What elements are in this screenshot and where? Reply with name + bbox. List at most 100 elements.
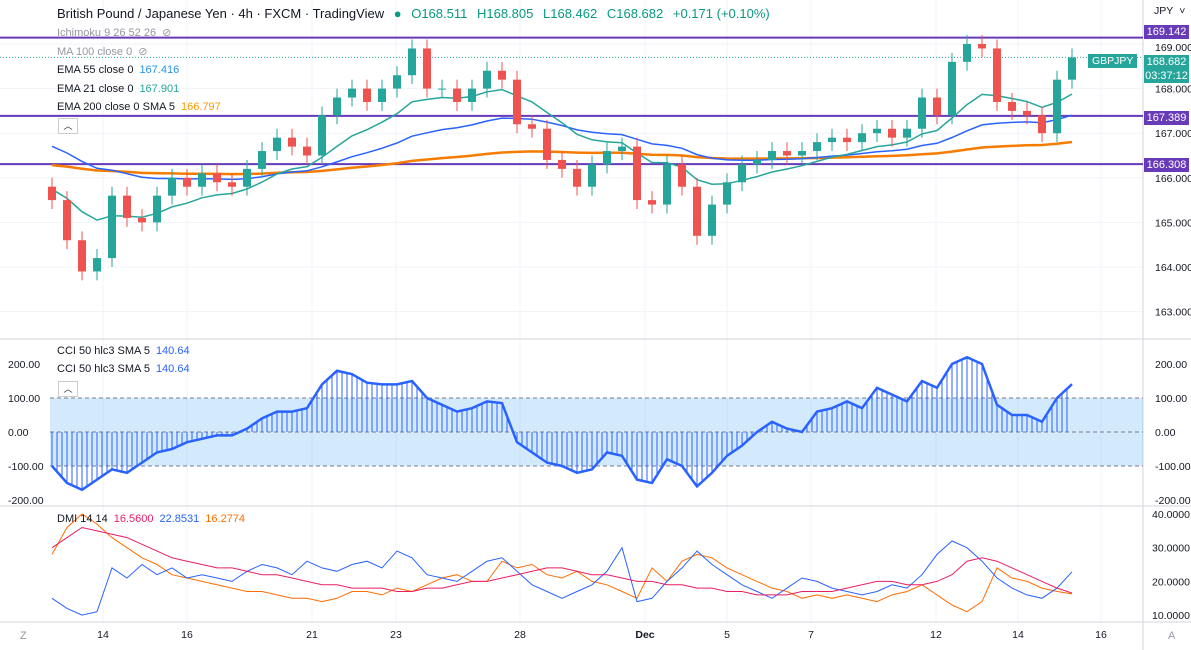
candle-body	[363, 88, 371, 102]
candle-body	[453, 88, 461, 102]
level-tag: 169.142	[1144, 25, 1189, 39]
candle-body	[918, 97, 926, 129]
date-tick: 14	[1012, 629, 1024, 641]
cci-tick-left: 0.00	[8, 427, 29, 439]
candle-body	[138, 217, 146, 223]
date-tick: 5	[724, 629, 730, 641]
legend-value: 22.8531	[159, 513, 200, 525]
date-tick: 23	[390, 629, 402, 641]
legend-label: CCI 50 hlc3 SMA 5	[57, 345, 150, 357]
candle-body	[783, 151, 791, 156]
candle-body	[393, 75, 401, 89]
price-tick: 168.000	[1155, 84, 1191, 96]
legend-cci-1[interactable]: CCI 50 hlc3 SMA 5 140.64	[57, 345, 196, 357]
date-tick: 12	[930, 629, 942, 641]
ohlc-open: O168.511	[411, 6, 468, 21]
price-tick: 163.000	[1155, 307, 1191, 319]
auto-scale-button[interactable]: A	[1168, 630, 1176, 642]
candle-body	[1008, 101, 1016, 111]
candle-body	[963, 44, 971, 62]
legend-ma100[interactable]: MA 100 close 0 ⊘	[57, 45, 153, 58]
date-tick: 7	[808, 629, 814, 641]
legend-value: 167.416	[139, 64, 180, 76]
dmi-tick: 10.0000	[1152, 610, 1190, 622]
ohlc-close: C168.682	[606, 6, 664, 21]
price-tick: 164.000	[1155, 262, 1191, 274]
legend-ichimoku[interactable]: Ichimoku 9 26 52 26 ⊘	[57, 26, 177, 39]
currency-label: JPY	[1154, 5, 1174, 17]
candle-body	[543, 128, 551, 160]
candle-body	[573, 168, 581, 187]
legend-label: EMA 21 close 0	[57, 83, 134, 95]
cci-line	[51, 355, 1073, 492]
candle-body	[423, 48, 431, 89]
legend-ema55[interactable]: EMA 55 close 0 167.416	[57, 64, 185, 76]
cci-tick-left: -100.00	[8, 461, 44, 473]
cci-tick: -200.00	[1155, 495, 1191, 507]
collapse-legend-button[interactable]: ︿	[58, 118, 78, 134]
price-tick: 167.000	[1155, 128, 1191, 140]
candle-body	[648, 200, 656, 205]
candle-body	[1038, 115, 1046, 134]
candle-body	[768, 151, 776, 160]
candle-body	[1068, 57, 1076, 80]
last-price-tag: 168.682 03:37:12	[1144, 55, 1189, 83]
candle-body	[858, 133, 866, 143]
cci-tick: -100.00	[1155, 461, 1191, 473]
bar-countdown: 03:37:12	[1145, 70, 1188, 82]
symbol-tag: GBPJPY	[1088, 54, 1138, 68]
eye-hidden-icon[interactable]: ⊘	[138, 46, 148, 58]
candle-body	[978, 44, 986, 49]
ema55-line	[51, 114, 1073, 181]
minus-di-line	[51, 513, 1073, 613]
candle-body	[408, 48, 416, 76]
cci-tick: 0.00	[1155, 427, 1176, 439]
legend-label: CCI 50 hlc3 SMA 5	[57, 363, 150, 375]
legend-dmi[interactable]: DMI 14 14 16.5600 22.8531 16.2774	[57, 513, 251, 525]
candle-body	[378, 88, 386, 102]
dmi-tick: 30.0000	[1152, 543, 1190, 555]
date-tick: 28	[514, 629, 526, 641]
ohlc-high: H168.805	[476, 6, 534, 21]
legend-cci-2[interactable]: CCI 50 hlc3 SMA 5 140.64	[57, 363, 196, 375]
dmi-tick: 20.0000	[1152, 576, 1190, 588]
legend-value: 167.901	[139, 83, 180, 95]
date-tick: 16	[181, 629, 193, 641]
legend-ema200[interactable]: EMA 200 close 0 SMA 5 166.797	[57, 101, 227, 113]
candle-body	[723, 182, 731, 205]
candle-body	[888, 128, 896, 138]
legend-label: EMA 55 close 0	[57, 64, 134, 76]
eye-hidden-icon[interactable]: ⊘	[162, 27, 172, 39]
candle-body	[633, 146, 641, 201]
candle-body	[213, 173, 221, 183]
candle-body	[168, 177, 176, 196]
currency-selector[interactable]: JPY ˅	[1154, 5, 1186, 17]
collapse-cci-legend-button[interactable]: ︿	[58, 381, 78, 397]
candle-body	[948, 61, 956, 116]
candle-body	[993, 48, 1001, 102]
level-tag: 166.308	[1144, 158, 1189, 172]
candle-body	[273, 137, 281, 152]
candle-body	[63, 200, 71, 241]
candle-body	[153, 195, 161, 223]
candle-body	[288, 137, 296, 147]
legend-label: DMI 14 14	[57, 513, 108, 525]
legend-label: Ichimoku 9 26 52 26	[57, 27, 157, 39]
candle-body	[693, 186, 701, 236]
candle-body	[828, 137, 836, 143]
candle-body	[558, 159, 566, 169]
legend-value: 16.5600	[113, 513, 154, 525]
ohlc-change: +0.171 (+0.10%)	[672, 6, 770, 21]
date-tick: 14	[97, 629, 109, 641]
legend-value: 166.797	[181, 101, 221, 113]
candle-body	[1053, 79, 1061, 134]
legend-ema21[interactable]: EMA 21 close 0 167.901	[57, 83, 185, 95]
adx-line	[51, 526, 1073, 596]
ohlc-low: L168.462	[543, 6, 598, 21]
candle-body	[528, 124, 536, 129]
candle-body	[1023, 110, 1031, 116]
candle-body	[48, 186, 56, 201]
legend-value: 16.2774	[205, 513, 246, 525]
timezone-button[interactable]: Z	[20, 630, 27, 642]
